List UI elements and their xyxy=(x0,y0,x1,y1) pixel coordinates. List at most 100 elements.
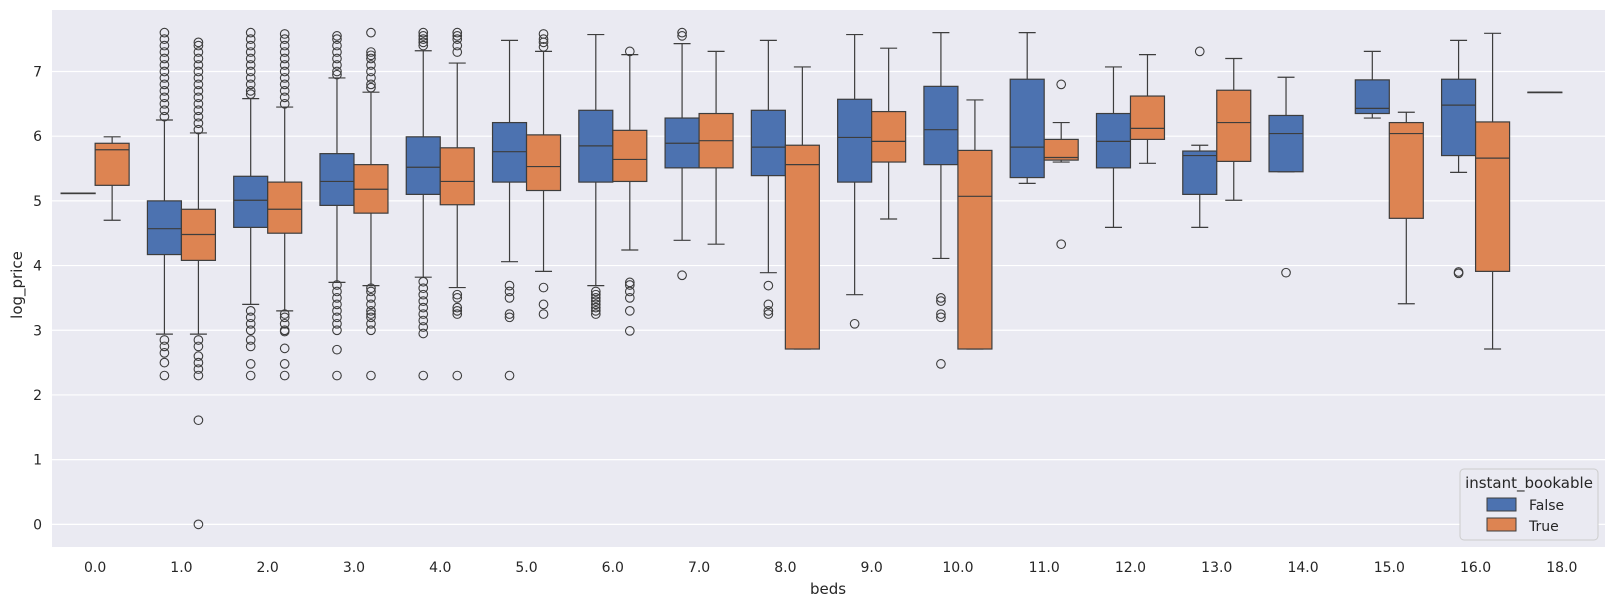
box-true-1-0 xyxy=(180,37,217,530)
flier-true-3-0-7 xyxy=(366,79,376,90)
flier-true-4-0-7 xyxy=(452,302,463,313)
flier-false-2-0-7 xyxy=(245,73,256,83)
flier-true-5-0-1 xyxy=(538,34,549,44)
flier-true-1-0-4 xyxy=(193,60,204,70)
box-body-false-12-0 xyxy=(1095,112,1132,169)
box-body-false-14-0 xyxy=(1268,114,1304,173)
legend-label-true: True xyxy=(1528,519,1559,535)
flier-false-3-0-7 xyxy=(332,69,342,80)
legend-label-false: False xyxy=(1529,498,1564,514)
flier-true-2-0-16 xyxy=(279,326,290,337)
flier-true-4-0-3 xyxy=(452,40,463,51)
flier-true-2-0-2 xyxy=(279,40,290,51)
flier-true-11-0-1 xyxy=(1056,239,1067,250)
x-axis-ticks: 0.0 1.0 2.0 3.0 4.0 5.0 6.0 7.0 8.0 9.0 10.0 11.0 12… xyxy=(84,560,1577,576)
box-series xyxy=(60,27,1563,530)
flier-false-3-0-5 xyxy=(332,60,342,70)
flier-true-3-0-3 xyxy=(366,53,376,64)
flier-true-6-0-6 xyxy=(624,326,635,336)
flier-false-2-0-15 xyxy=(245,335,256,345)
flier-true-4-0-10 xyxy=(452,370,463,381)
box-body-false-9-0 xyxy=(837,98,873,183)
box-true-3-0 xyxy=(353,27,389,381)
x-tick-label-5-0: 5.0 xyxy=(515,560,537,576)
x-tick-label-15-0: 15.0 xyxy=(1374,560,1405,576)
flier-true-5-0-4 xyxy=(538,282,549,293)
x-tick-label-8-0: 8.0 xyxy=(774,560,796,576)
legend-swatch-false xyxy=(1486,497,1517,512)
box-body-true-13-0 xyxy=(1216,89,1252,162)
flier-false-2-0-12 xyxy=(245,312,256,323)
flier-true-2-0-11 xyxy=(279,98,290,109)
legend: instant_bookable False True xyxy=(1459,468,1599,541)
box-false-7-0 xyxy=(664,27,700,281)
flier-false-4-0-3 xyxy=(418,37,429,48)
flier-false-3-0-2 xyxy=(332,40,342,51)
box-body-true-2-0 xyxy=(267,181,303,234)
flier-true-3-0-6 xyxy=(366,73,376,83)
x-tick-label-13-0: 13.0 xyxy=(1201,560,1232,576)
flier-false-6-0-0 xyxy=(590,286,601,297)
box-body-true-5-0 xyxy=(525,134,562,192)
flier-false-1-0-16 xyxy=(159,348,170,358)
flier-false-1-0-2 xyxy=(159,40,170,51)
flier-false-7-0-1 xyxy=(677,31,687,41)
flier-false-3-0-12 xyxy=(332,305,342,316)
x-tick-label-0-0: 0.0 xyxy=(84,560,106,576)
flier-false-4-0-11 xyxy=(418,315,429,326)
flier-true-1-0-6 xyxy=(193,73,204,83)
flier-true-6-0-4 xyxy=(624,293,635,303)
box-true-12-0 xyxy=(1129,54,1166,164)
box-true-8-0 xyxy=(784,66,820,350)
flier-true-1-0-0 xyxy=(193,37,204,48)
flier-true-4-0-6 xyxy=(452,293,463,303)
flier-true-1-0-7 xyxy=(193,79,204,90)
flier-true-2-0-1 xyxy=(279,34,290,44)
flier-true-4-0-1 xyxy=(452,31,463,41)
flier-true-2-0-10 xyxy=(279,92,290,103)
box-false-14-0 xyxy=(1268,76,1304,278)
box-false-10-0 xyxy=(923,32,959,369)
flier-true-3-0-4 xyxy=(366,60,376,70)
flier-true-3-0-12 xyxy=(366,299,376,310)
y-axis-ticks: 0 1 2 3 4 5 6 7 xyxy=(33,64,42,533)
box-true-11-0 xyxy=(1043,79,1079,250)
flier-false-4-0-10 xyxy=(418,309,429,319)
flier-true-2-0-4 xyxy=(279,53,290,64)
flier-false-4-0-4 xyxy=(418,40,429,51)
flier-false-2-0-8 xyxy=(245,79,256,90)
flier-false-4-0-2 xyxy=(418,34,429,44)
flier-false-3-0-1 xyxy=(332,34,342,44)
flier-true-1-0-3 xyxy=(193,53,204,64)
flier-false-3-0-10 xyxy=(332,293,342,303)
box-false-3-0 xyxy=(319,31,355,381)
flier-false-3-0-3 xyxy=(332,47,342,57)
flier-false-1-0-6 xyxy=(159,66,170,77)
flier-false-3-0-8 xyxy=(332,280,342,290)
box-true-10-0 xyxy=(957,99,993,350)
box-false-6-0 xyxy=(578,33,614,319)
flier-true-3-0-14 xyxy=(366,309,376,319)
box-true-5-0 xyxy=(525,29,562,319)
flier-true-3-0-16 xyxy=(366,318,376,329)
flier-true-3-0-15 xyxy=(366,312,376,323)
x-tick-label-4-0: 4.0 xyxy=(429,560,451,576)
y-tick-label-0: 0 xyxy=(33,517,42,533)
flier-false-8-0-0 xyxy=(763,280,774,291)
box-body-false-4-0 xyxy=(405,136,441,195)
flier-false-7-0-2 xyxy=(677,270,687,281)
flier-true-1-0-14 xyxy=(193,124,204,135)
grid-lines xyxy=(52,70,1605,525)
flier-true-2-0-9 xyxy=(279,86,290,96)
flier-false-4-0-8 xyxy=(418,296,429,306)
flier-false-1-0-7 xyxy=(159,73,170,83)
box-true-9-0 xyxy=(871,47,907,220)
flier-true-4-0-4 xyxy=(452,47,463,57)
flier-false-6-0-1 xyxy=(590,289,601,300)
flier-true-1-0-16 xyxy=(193,341,204,352)
flier-false-3-0-6 xyxy=(332,66,342,77)
flier-false-2-0-17 xyxy=(245,359,256,369)
flier-true-1-0-2 xyxy=(193,47,204,57)
x-axis-label: beds xyxy=(810,580,846,598)
flier-false-10-0-2 xyxy=(936,309,946,319)
